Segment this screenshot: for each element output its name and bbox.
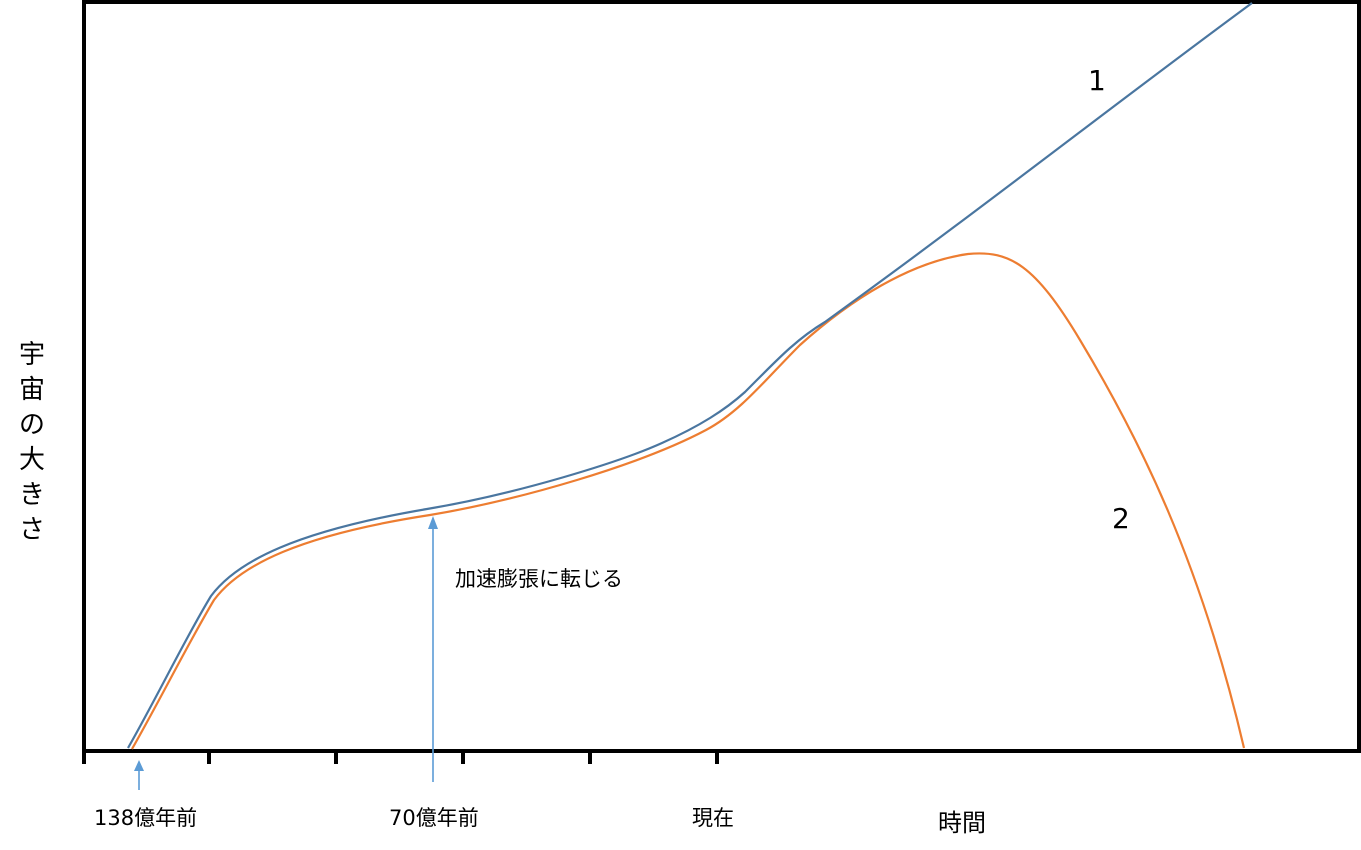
start-arrow-head: [134, 760, 144, 771]
x-axis-ticks: [82, 751, 719, 764]
y-label-char: の: [18, 410, 45, 440]
x-axis-label: 時間: [938, 809, 986, 837]
curve-1-label: 1: [1088, 64, 1106, 97]
y-label-char: 大: [18, 445, 45, 475]
tick-label-now: 現在: [692, 806, 734, 830]
curve-1-line: [127, 2, 1253, 749]
y-label-char: 宙: [18, 375, 45, 405]
curve-2-line: [131, 252, 1246, 750]
annotation-arrows: [134, 516, 438, 790]
y-axis-label: 宇 宙 の 大 き さ: [14, 338, 50, 548]
tick-label-70: 70億年前: [389, 806, 479, 830]
acceleration-annotation: 加速膨張に転じる: [455, 567, 623, 591]
plot-frame: [82, 0, 1361, 753]
y-label-char: 宇: [18, 340, 45, 370]
curve-2-label: 2: [1112, 502, 1130, 535]
acceleration-arrow-head: [428, 516, 438, 529]
tick-label-start: 138億年前: [94, 806, 198, 830]
y-label-char: さ: [18, 515, 45, 545]
y-label-char: き: [18, 480, 45, 510]
